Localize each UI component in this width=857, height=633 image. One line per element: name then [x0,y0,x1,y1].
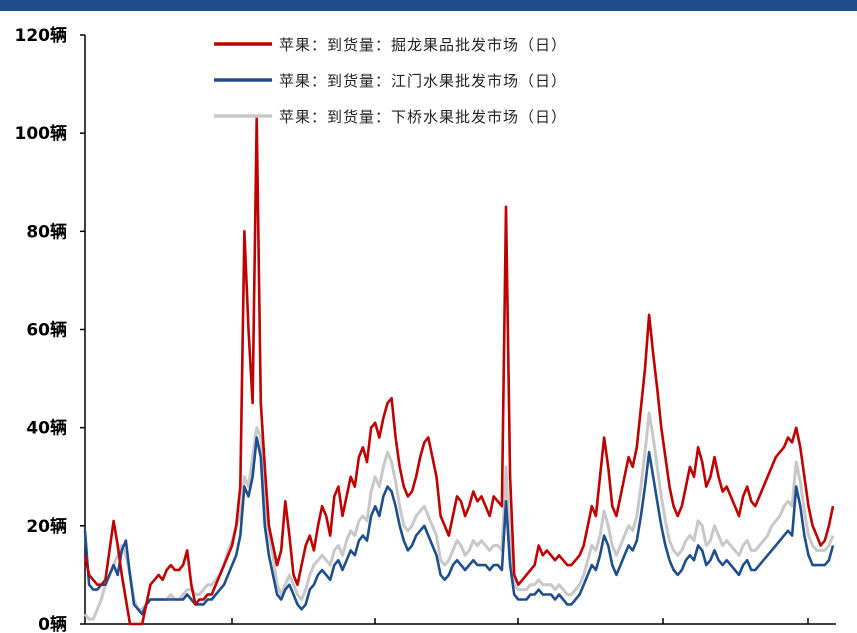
series-line-1 [83,117,835,626]
axes: 0辆 20辆 40辆 60辆 80辆 100辆 120辆 [15,25,836,633]
y-tick-label: 100辆 [15,123,68,144]
y-tick-label: 40辆 [26,418,67,439]
y-tick-label: 60辆 [26,320,67,341]
y-tick-label: 0辆 [38,614,67,633]
legend-label-3: 苹果：到货量：下桥水果批发市场（日） [279,108,567,126]
legend-label-1: 苹果：到货量：掘龙果品批发市场（日） [279,36,567,54]
y-tick-label: 80辆 [26,221,67,242]
y-tick-label: 120辆 [15,25,68,46]
legend-label-2: 苹果：到货量：江门水果批发市场（日） [279,72,567,90]
legend: 苹果：到货量：掘龙果品批发市场（日） 苹果：到货量：江门水果批发市场（日） 苹果：到… [214,36,567,126]
title-band [0,0,857,11]
series-line-2 [83,436,835,616]
y-tick-label: 20辆 [26,516,67,537]
series-line-3 [83,411,835,621]
series-layer [83,117,835,626]
